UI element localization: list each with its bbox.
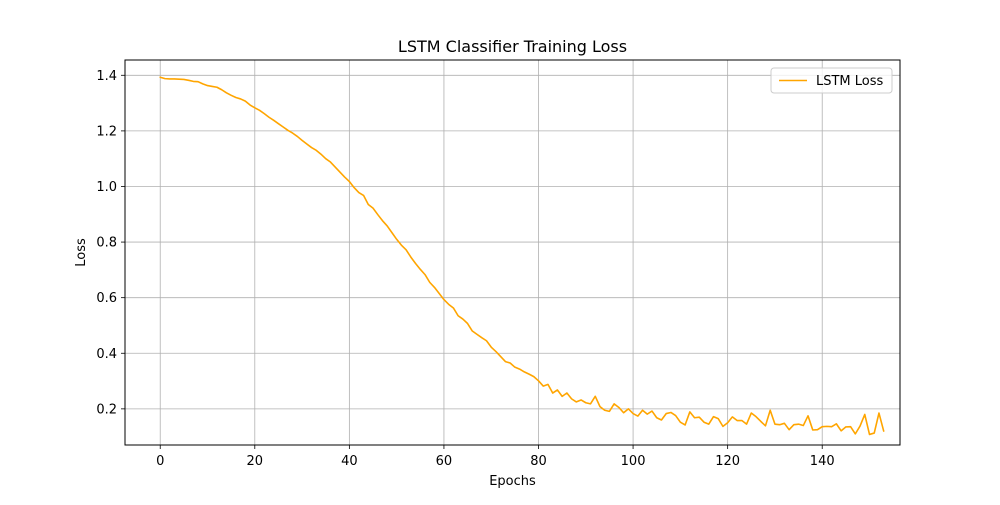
- legend: LSTM Loss: [770, 67, 893, 94]
- x-tick-label: 140: [810, 454, 835, 469]
- x-tick-label: 20: [247, 454, 264, 469]
- plot-frame: [124, 59, 901, 446]
- y-axis-label: Loss: [74, 238, 89, 267]
- y-tick-label: 1.0: [96, 180, 117, 195]
- series-line-lstm-loss: [159, 76, 885, 436]
- legend-box: [770, 67, 893, 94]
- grid-lines: [125, 60, 900, 445]
- x-tick-label: 80: [530, 454, 547, 469]
- x-axis-label: Epochs: [489, 474, 536, 489]
- y-tick-label: 0.8: [96, 236, 117, 251]
- x-tick-label: 40: [341, 454, 358, 469]
- series-layer: [159, 76, 885, 436]
- y-tick-label: 0.4: [96, 347, 117, 362]
- x-tick-label: 0: [156, 454, 164, 469]
- x-tick-label: 100: [621, 454, 646, 469]
- y-tick-label: 1.4: [96, 69, 117, 84]
- chart-title: LSTM Classifier Training Loss: [398, 37, 627, 56]
- y-tick-label: 0.2: [96, 402, 117, 417]
- legend-label-lstm-loss: LSTM Loss: [816, 74, 884, 89]
- x-tick-label: 60: [436, 454, 453, 469]
- plot-area: [125, 60, 900, 445]
- y-tick-label: 1.2: [96, 124, 117, 139]
- y-tick-label: 0.6: [96, 291, 117, 306]
- x-tick-label: 120: [715, 454, 740, 469]
- tick-labels: 0 20 40 60 80 100 120 140 0.2 0.4 0.6 0.8 1.0 1.2 1.4: [96, 69, 834, 469]
- tick-marks: [121, 74, 823, 449]
